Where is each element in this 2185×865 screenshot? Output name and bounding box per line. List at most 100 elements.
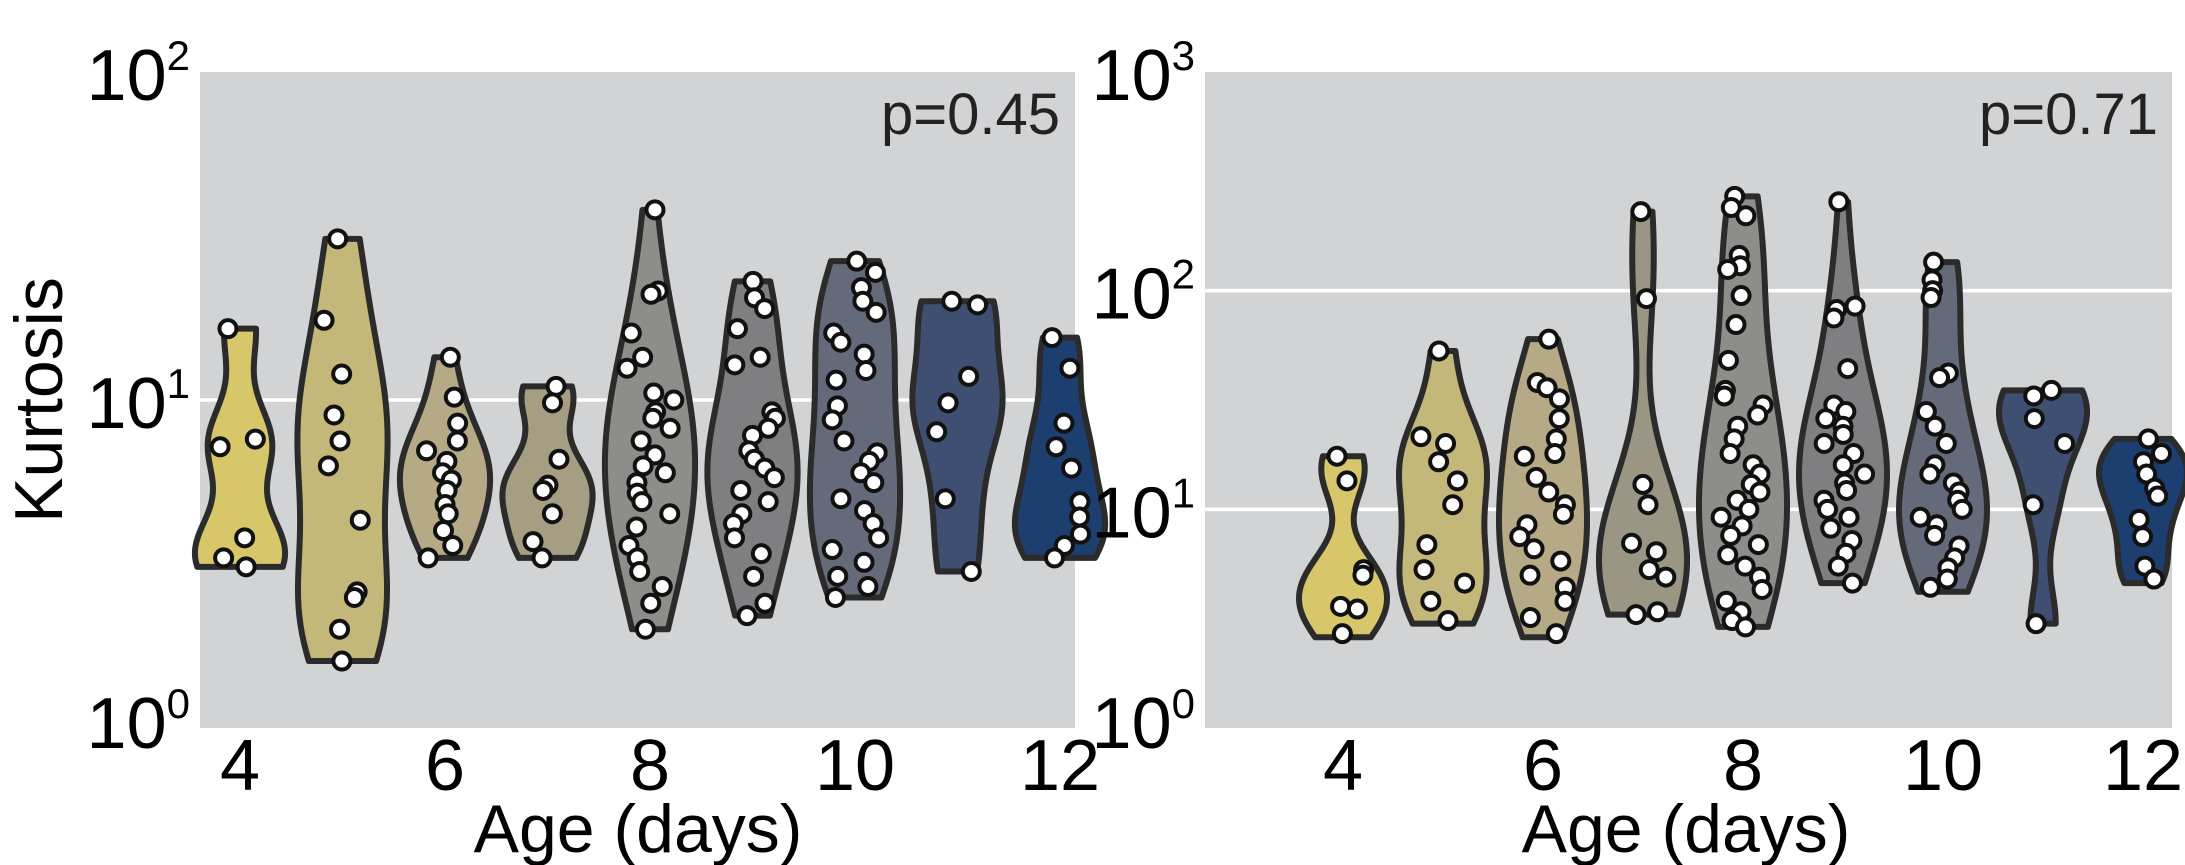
data-point xyxy=(1416,534,1438,556)
data-point xyxy=(1637,494,1659,516)
violin-age-4 xyxy=(1296,453,1390,641)
data-point xyxy=(1828,191,1850,213)
data-point xyxy=(1655,566,1677,588)
data-point xyxy=(1420,590,1442,612)
data-point xyxy=(864,261,886,283)
data-point xyxy=(640,592,662,614)
x-tick-label: 10 xyxy=(1903,726,1983,806)
data-point xyxy=(1844,295,1866,317)
data-point xyxy=(1710,506,1732,528)
data-point xyxy=(1069,523,1091,545)
y-tick-label: 101 xyxy=(87,360,190,444)
y-tick-label: 102 xyxy=(87,32,190,116)
data-point xyxy=(1915,401,1937,423)
data-point xyxy=(863,472,885,494)
data-point xyxy=(1548,388,1570,410)
data-point xyxy=(439,346,461,368)
data-point xyxy=(757,491,779,513)
data-point xyxy=(960,561,982,583)
data-point xyxy=(548,448,570,470)
data-point xyxy=(830,488,852,510)
data-point xyxy=(1523,538,1545,560)
data-point xyxy=(1836,479,1858,501)
violin-age-5 xyxy=(1396,347,1490,627)
data-point xyxy=(1410,426,1432,448)
data-point xyxy=(640,283,662,305)
data-point xyxy=(1929,367,1951,389)
data-point xyxy=(1715,590,1737,612)
data-point xyxy=(941,290,963,312)
data-point xyxy=(644,199,666,221)
data-point xyxy=(1738,498,1760,520)
data-point xyxy=(1632,473,1654,495)
data-point xyxy=(1060,457,1082,479)
data-point xyxy=(1552,503,1574,525)
data-point xyxy=(1059,357,1081,379)
data-point xyxy=(1045,436,1067,458)
violin-age-7 xyxy=(1596,208,1690,618)
data-point xyxy=(1936,568,1958,590)
data-point xyxy=(724,354,746,376)
data-point xyxy=(643,382,665,404)
chart-panel-1: 100 101 102 4 6 8 10 12 Age (days) Kurtosis p=0.45 xyxy=(1,32,1109,865)
data-point xyxy=(926,421,948,443)
data-point xyxy=(1069,506,1091,528)
data-point xyxy=(442,535,464,557)
data-point xyxy=(1751,578,1773,600)
data-point xyxy=(632,455,654,477)
data-point xyxy=(937,392,959,414)
data-point xyxy=(855,360,877,382)
data-point xyxy=(1554,590,1576,612)
data-point xyxy=(2022,494,2044,516)
data-point xyxy=(1713,385,1735,407)
data-point xyxy=(446,430,468,452)
data-point xyxy=(2025,613,2047,635)
data-point xyxy=(416,440,438,462)
data-point xyxy=(209,436,231,458)
data-point xyxy=(1838,506,1860,528)
data-point xyxy=(244,428,266,450)
data-point xyxy=(1815,408,1837,430)
data-point xyxy=(659,503,681,525)
data-point xyxy=(868,527,890,549)
violin-age-11 xyxy=(909,298,1006,575)
data-point xyxy=(1919,463,1941,485)
data-point xyxy=(1053,412,1075,434)
data-point xyxy=(1625,604,1647,626)
data-point xyxy=(857,576,879,598)
data-point xyxy=(1550,550,1572,572)
data-point xyxy=(1823,307,1845,329)
data-point xyxy=(1920,287,1942,309)
data-point xyxy=(663,389,685,411)
data-point xyxy=(437,503,459,525)
data-point xyxy=(651,576,673,598)
data-point xyxy=(2150,443,2172,465)
data-point xyxy=(726,318,748,340)
data-point xyxy=(754,298,776,320)
data-point xyxy=(865,301,887,323)
data-point xyxy=(1428,451,1450,473)
data-point xyxy=(234,527,256,549)
data-point xyxy=(827,565,849,587)
data-point xyxy=(749,346,771,368)
data-point xyxy=(824,586,846,608)
x-tick-label: 10 xyxy=(815,726,895,806)
data-point xyxy=(1924,524,1946,546)
data-point xyxy=(1638,559,1660,581)
data-point xyxy=(235,556,257,578)
data-point xyxy=(1538,481,1560,503)
data-point xyxy=(1044,547,1066,569)
data-point xyxy=(331,363,353,385)
data-point xyxy=(1935,433,1957,455)
data-point xyxy=(1837,358,1859,380)
data-point xyxy=(934,488,956,510)
data-point xyxy=(349,509,371,531)
data-point xyxy=(1841,572,1863,594)
data-point xyxy=(541,503,563,525)
data-point xyxy=(1509,526,1531,548)
data-point xyxy=(1538,328,1560,350)
data-point xyxy=(629,561,651,583)
data-point xyxy=(1545,623,1567,645)
data-point xyxy=(763,467,785,489)
data-point xyxy=(1435,433,1457,455)
